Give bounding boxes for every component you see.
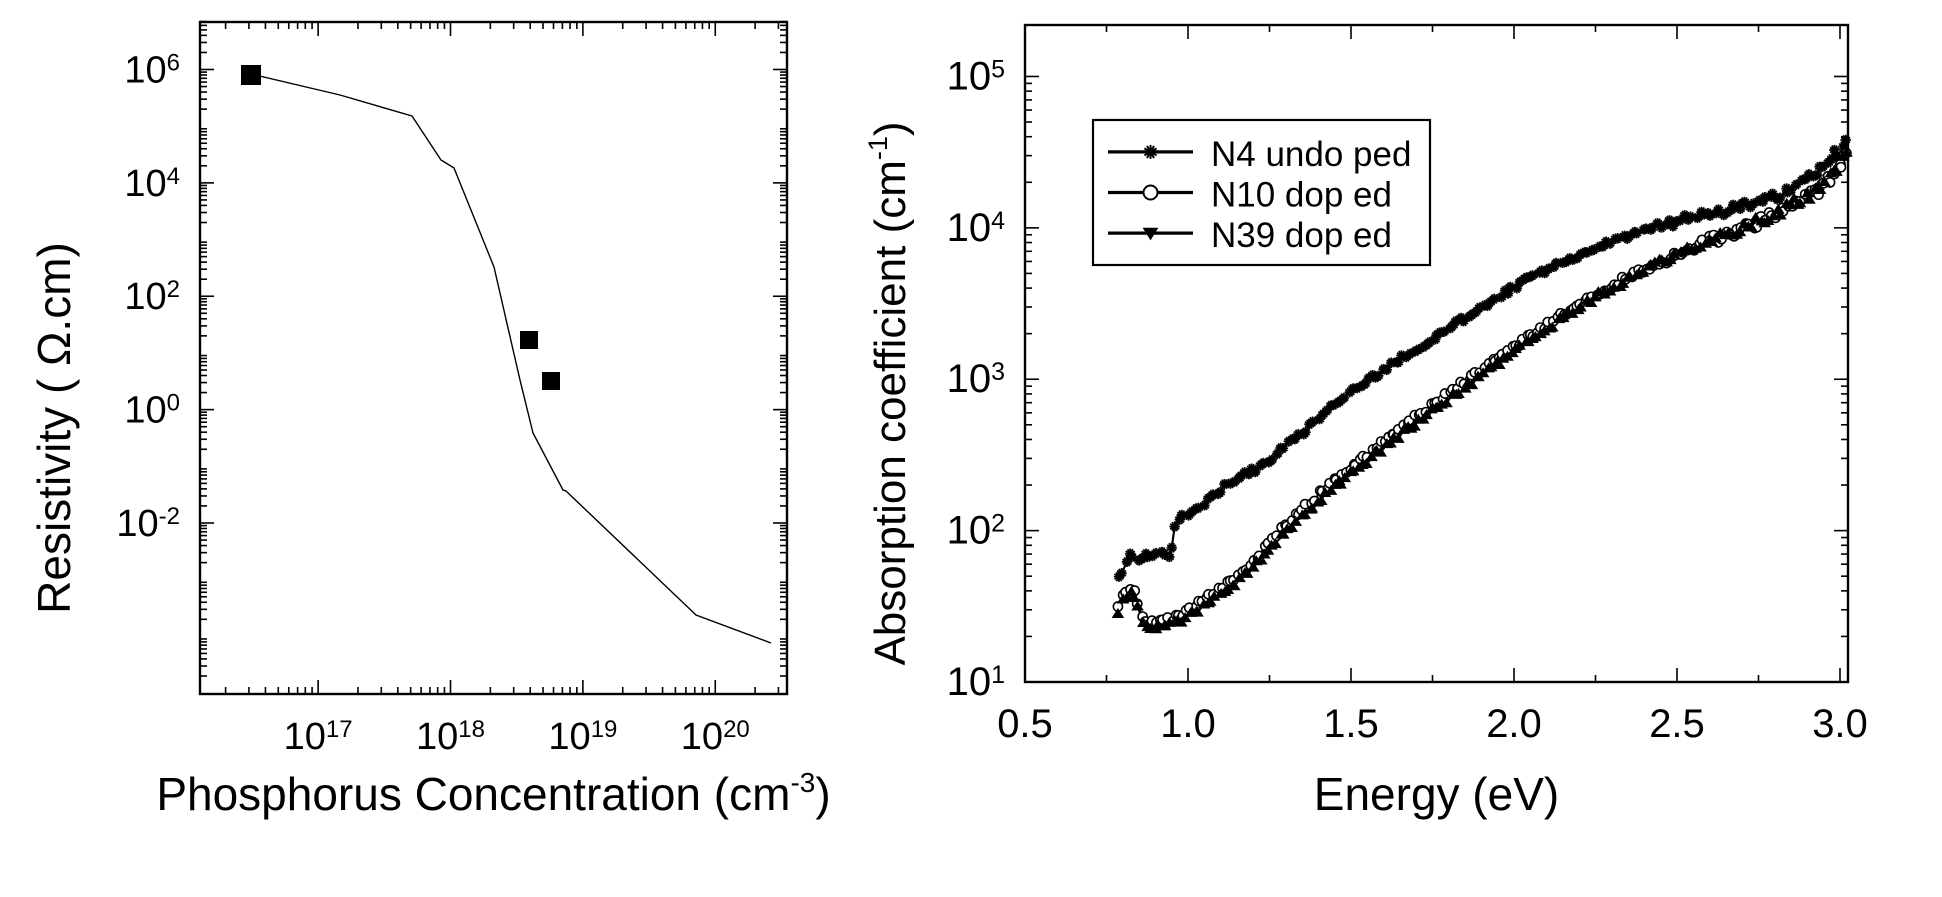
svg-text:N4 undo ped: N4 undo ped: [1211, 135, 1411, 174]
svg-text:N39 dop ed: N39 dop ed: [1211, 216, 1392, 255]
svg-text:3.0: 3.0: [1812, 702, 1868, 746]
svg-text:0.5: 0.5: [997, 702, 1053, 746]
svg-text:Resistivity ( Ω.cm): Resistivity ( Ω.cm): [28, 242, 80, 614]
svg-text:2.0: 2.0: [1486, 702, 1542, 746]
svg-text:1.0: 1.0: [1160, 702, 1216, 746]
svg-text:2.5: 2.5: [1649, 702, 1705, 746]
svg-text:Energy (eV): Energy (eV): [1314, 768, 1559, 820]
svg-text:Phosphorus Concentration (cm-3: Phosphorus Concentration (cm-3): [156, 767, 830, 820]
svg-text:N10 dop ed: N10 dop ed: [1211, 176, 1392, 215]
svg-text:Absorption coefficient (cm-1): Absorption coefficient (cm-1): [863, 121, 915, 665]
svg-text:1.5: 1.5: [1323, 702, 1379, 746]
